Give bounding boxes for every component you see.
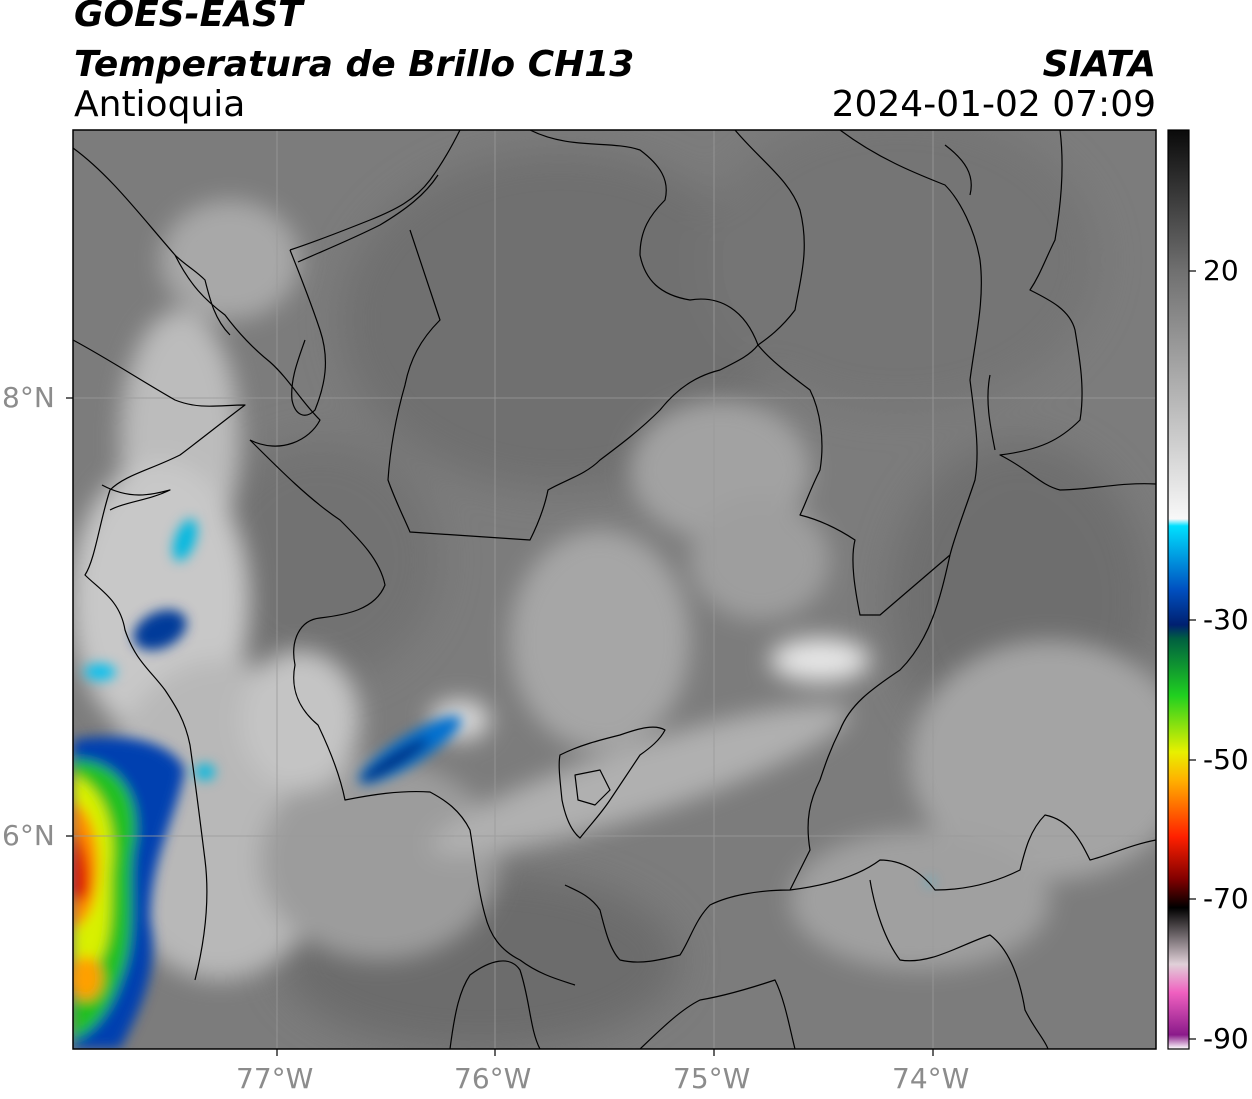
antioquia-border-west	[249, 439, 576, 986]
lon-tick-75w: 75°W	[673, 1062, 751, 1095]
medellin-city	[574, 769, 611, 806]
uraba-gulf	[289, 249, 327, 416]
dept-border-south-1	[449, 960, 541, 1049]
medellin-metro	[558, 726, 666, 839]
colorbar-tick-minus70: -70	[1203, 882, 1249, 915]
region-label: Antioquia	[74, 84, 246, 125]
dept-border-2	[734, 130, 805, 346]
gridlines	[73, 130, 1156, 1049]
datetime-label: 2024-01-02 07:09	[831, 84, 1156, 125]
coastline-pacific	[73, 339, 246, 981]
dept-border-5	[999, 130, 1156, 491]
dept-border-6	[987, 374, 996, 451]
coastline-north	[73, 147, 321, 447]
lon-tick-76w: 76°W	[454, 1062, 532, 1095]
uraba-coast	[174, 254, 231, 336]
axis-ticks	[66, 397, 934, 1056]
cloud-streaks	[73, 200, 1156, 980]
colorbar-tick-minus90: -90	[1203, 1022, 1249, 1055]
map-frame	[72, 129, 1157, 1050]
dept-border-4	[944, 144, 972, 196]
map-area	[73, 130, 1156, 1049]
dept-border-south-2	[639, 979, 796, 1049]
lon-tick-77w: 77°W	[236, 1062, 314, 1095]
colorbar-gradient	[1168, 130, 1189, 1049]
satellite-title: GOES-EAST	[74, 0, 303, 35]
caribbean-coast	[289, 130, 461, 251]
dept-border-1	[529, 130, 759, 346]
colorbar-tick-minus30: -30	[1203, 603, 1249, 636]
lat-tick-8n: 8°N	[2, 381, 55, 414]
agency-label: SIATA	[1042, 44, 1156, 85]
antioquia-border-north	[387, 229, 951, 616]
lat-tick-6n: 6°N	[2, 819, 55, 852]
colorbar-tick-20: 20	[1203, 254, 1239, 287]
borders	[73, 130, 1156, 1049]
colorbar-tick-minus50: -50	[1203, 743, 1249, 776]
product-title: Temperatura de Brillo CH13	[74, 44, 635, 85]
dept-border-south-3	[789, 814, 1156, 891]
colorbar	[1167, 129, 1196, 1050]
lon-tick-74w: 74°W	[892, 1062, 970, 1095]
caribbean-coast-inner	[297, 174, 439, 263]
dept-border-3	[839, 130, 982, 556]
coastline-bay	[101, 484, 171, 511]
cold-cloud-tops	[73, 519, 933, 1049]
colorbar-frame	[1167, 129, 1190, 1050]
antioquia-border-east	[564, 554, 951, 963]
dept-border-south-4	[869, 879, 1049, 1049]
